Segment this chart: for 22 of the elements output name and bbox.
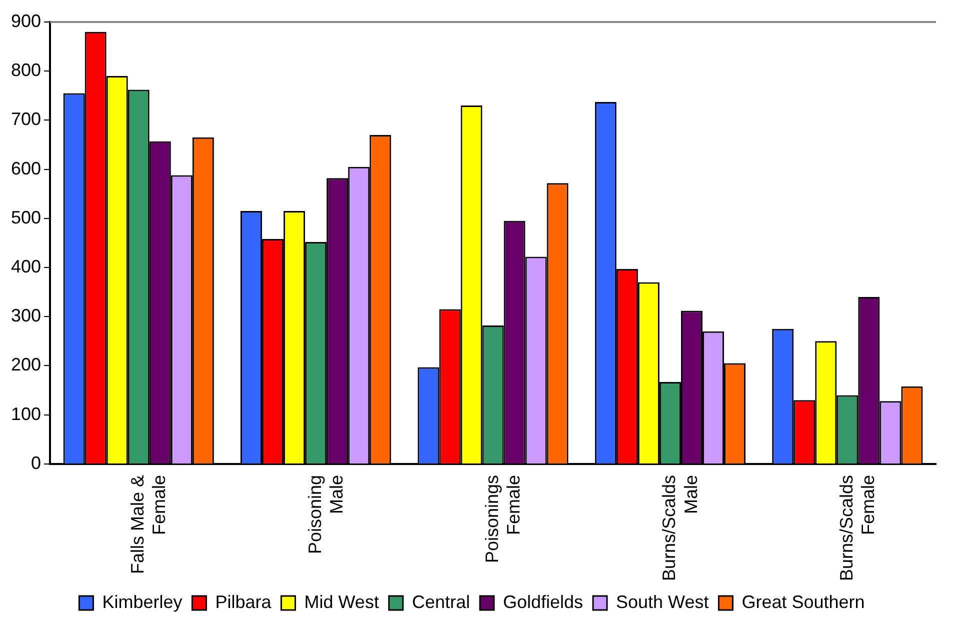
y-tick-label: 900: [10, 10, 42, 31]
y-tick-label: 0: [31, 452, 42, 473]
y-tick-label: 300: [10, 306, 42, 326]
legend-label: Kimberley: [102, 592, 182, 612]
x-tick-label: Poisoning Male: [304, 474, 346, 554]
legend-label: Central: [412, 592, 470, 612]
legend-label: Pilbara: [215, 592, 272, 612]
x-tick-label: Burns/Scalds Female: [836, 474, 878, 582]
y-tick-label: 600: [10, 158, 42, 178]
legend-label: Mid West: [304, 592, 379, 612]
x-tick-label: Burns/Scalds Male: [659, 474, 701, 582]
x-tick-label: Poisonings Female: [482, 474, 524, 564]
y-tick-label: 800: [10, 60, 42, 80]
y-tick-label: 400: [10, 256, 42, 276]
y-tick-label: 500: [10, 207, 42, 228]
y-tick-label: 200: [10, 354, 42, 375]
y-tick-label: 100: [10, 404, 42, 424]
legend-label: Goldfields: [502, 592, 584, 612]
legend-label: South West: [616, 592, 709, 612]
legend-label: Great Southern: [742, 592, 865, 612]
y-tick-label: 700: [10, 109, 42, 130]
x-tick-label: Falls Male & Female: [128, 474, 170, 574]
